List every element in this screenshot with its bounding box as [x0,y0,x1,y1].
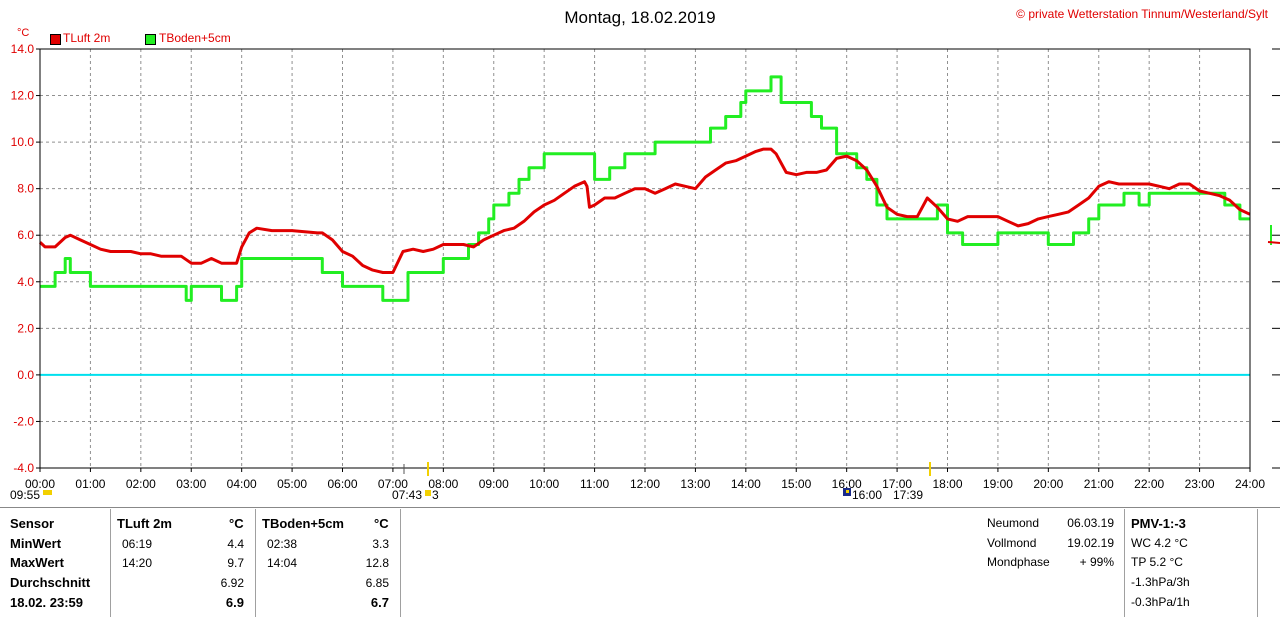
x-tick-label: 12:00 [630,477,660,491]
moon-time-label: 16:00 [852,488,883,502]
stats-header-tboden: TBoden+5cm [262,516,344,531]
right-axis-ticks [1272,48,1280,469]
stats-divider [255,509,256,617]
chart-title: Montag, 18.02.2019 [564,8,716,27]
y-tick-label: -2.0 [13,414,34,428]
x-tick-label: 15:00 [781,477,811,491]
x-tick-label: 24:00 [1235,477,1265,491]
pmv-line: -1.3hPa/3h [1131,575,1190,589]
moon-label: Mondphase [987,555,1050,569]
x-tick-label: 09:00 [479,477,509,491]
sun-icon [43,490,52,495]
y-tick-label: -4.0 [13,461,34,475]
pmv-title: PMV-1:-3 [1131,516,1186,531]
stats-row-value2: 6.85 [365,576,389,590]
stats-top-border [0,507,1280,508]
x-tick-label: 04:00 [227,477,257,491]
moon-value: + 99% [1079,555,1114,569]
legend-label-tluft: TLuft 2m [63,31,111,45]
x-tick-label: 05:00 [277,477,307,491]
y-tick-label: 0.0 [17,368,34,382]
y-tick-label: 6.0 [17,228,34,242]
stats-row-value1: 6.9 [225,595,244,610]
stats-header-sensor: Sensor [10,516,55,531]
stats-divider [400,509,401,617]
moon-value: 19.02.19 [1067,536,1114,550]
x-tick-labels: 00:00 01:00 02:00 03:00 04:00 05:00 06:00 07:00… [25,468,1265,491]
stats-header-unit-tboden: °C [374,516,389,531]
stats-divider [1124,509,1125,617]
stats-divider [110,509,111,617]
x-tick-label: 02:00 [126,477,156,491]
x-tick-label: 06:00 [327,477,357,491]
series-line-tboden [40,75,1250,302]
y-tick-label: 12.0 [11,89,35,103]
stats-row-value2: 6.7 [370,595,389,610]
y-tick-label: 2.0 [17,321,34,335]
stats-row-time2: 14:04 [267,556,298,570]
y-tick-label: 4.0 [17,275,34,289]
sun-icon [425,490,431,496]
moon-icon-center [846,490,849,493]
moon-label: Vollmond [987,536,1037,550]
stats-row-label: MinWert [10,536,62,551]
copyright-label: © private Wetterstation Tinnum/Westerlan… [1016,7,1268,21]
sunset-time-label: 17:39 [893,488,924,502]
stats-row-label: 18.02. 23:59 [10,595,84,610]
right-edge-tluft-tick [1267,241,1280,244]
x-tick-label: 01:00 [75,477,105,491]
x-tick-label: 19:00 [983,477,1013,491]
series-line-tluft [38,147,1251,274]
sunrise-suffix-label: 3 [432,488,439,502]
x-tick-label: 23:00 [1185,477,1215,491]
stats-row-value1: 6.92 [220,576,244,590]
x-tick-label: 16:00 [832,477,862,491]
stats-row-value1: 4.4 [227,537,244,551]
x-tick-label: 17:00 [882,477,912,491]
x-tick-label: 07:00 [378,477,408,491]
y-tick-labels: 14.0 12.0 10.0 8.0 6.0 4.0 2.0 0.0 -2.0 -4.0 [11,42,40,475]
y-tick-label: 8.0 [17,182,34,196]
x-tick-label: 22:00 [1134,477,1164,491]
legend-swatch-tluft [50,34,61,45]
stats-row-label: MaxWert [10,555,64,570]
sunrise-time-label: 07:43 [392,488,423,502]
stats-row-time1: 14:20 [122,556,153,570]
legend-swatch-tboden [145,34,156,45]
pmv-line: TP 5.2 °C [1131,555,1183,569]
stats-row-value2: 12.8 [365,556,389,570]
pmv-line: -0.3hPa/1h [1131,595,1190,609]
stats-header-tluft: TLuft 2m [117,516,172,531]
y-tick-label: 14.0 [11,42,35,56]
x-tick-label: 13:00 [680,477,710,491]
x-tick-label: 20:00 [1033,477,1063,491]
x-tick-label: 11:00 [580,477,609,491]
x-tick-label: 00:00 [25,477,55,491]
x-tick-label: 03:00 [176,477,206,491]
stats-row-time2: 02:38 [267,537,298,551]
stats-row-value2: 3.3 [372,537,389,551]
y-axis-unit: °C [17,27,30,39]
x-tick-label: 21:00 [1084,477,1114,491]
x-tick-label: 10:00 [529,477,559,491]
stats-row-value1: 9.7 [227,556,244,570]
x-tick-label: 08:00 [428,477,458,491]
stats-divider [1257,509,1258,617]
morning-time-label: 09:55 [10,488,41,502]
y-tick-label: 10.0 [11,135,35,149]
grid [40,49,1250,468]
moon-value: 06.03.19 [1067,516,1114,530]
pmv-line: WC 4.2 °C [1131,536,1188,550]
x-tick-label: 18:00 [932,477,962,491]
stats-row-label: Durchschnitt [10,575,91,590]
series-layer [38,75,1251,302]
stats-header-unit-tluft: °C [229,516,244,531]
legend-label-tboden: TBoden+5cm [159,31,231,45]
stats-row-time1: 06:19 [122,537,153,551]
x-tick-label: 14:00 [731,477,761,491]
moon-label: Neumond [987,516,1040,530]
